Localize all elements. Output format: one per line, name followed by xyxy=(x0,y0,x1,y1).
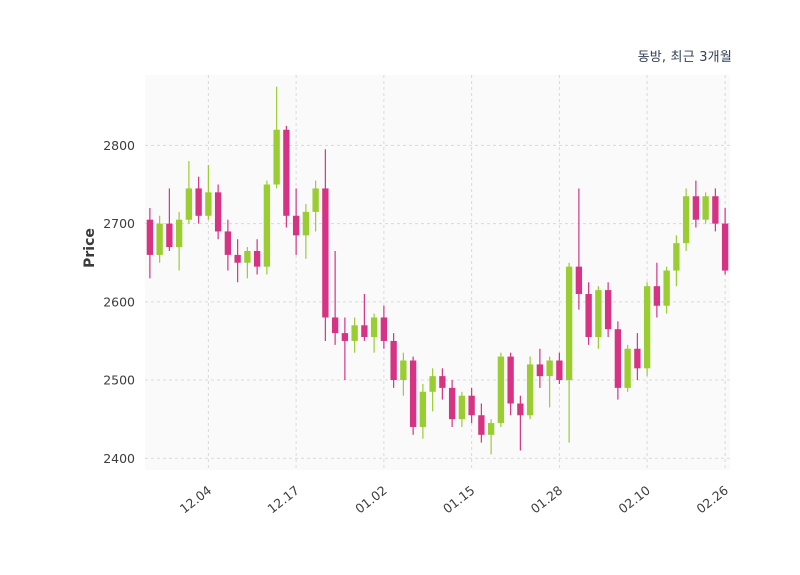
candle-body xyxy=(565,266,573,381)
candle-body xyxy=(244,250,251,263)
candle-body xyxy=(663,270,670,306)
candle-body xyxy=(253,250,261,267)
candle-body xyxy=(302,211,310,236)
y-tick-label: 2500 xyxy=(103,373,135,388)
candle-body xyxy=(721,223,729,271)
candle-body xyxy=(634,348,641,369)
candle-body xyxy=(380,317,388,341)
candle-body xyxy=(702,196,709,220)
candle-body xyxy=(195,188,202,216)
candle-body xyxy=(448,387,456,420)
candle-body xyxy=(507,356,514,404)
candle-body xyxy=(439,376,446,388)
candle-body xyxy=(682,196,690,244)
candle-body xyxy=(585,294,592,338)
candle-body xyxy=(624,348,631,388)
x-tick-label: 12.04 xyxy=(177,483,214,517)
candle-body xyxy=(214,192,222,232)
y-axis-label: Price xyxy=(82,228,98,268)
candle-body xyxy=(468,395,475,416)
candle-body xyxy=(331,317,339,334)
chart-title: 동방, 최근 3개월 xyxy=(637,50,732,65)
candle-body xyxy=(458,395,466,420)
candle-body xyxy=(234,254,241,263)
y-tick-label: 2800 xyxy=(103,138,135,153)
candle-body xyxy=(575,266,583,295)
candle-body xyxy=(312,188,319,212)
candle-body xyxy=(643,286,651,369)
candle-body xyxy=(526,364,534,416)
candle-body xyxy=(370,317,378,338)
candle-body xyxy=(546,360,553,377)
candle-body xyxy=(517,403,524,416)
x-tick-label: 12.17 xyxy=(265,483,302,517)
candle-body xyxy=(614,329,622,388)
x-tick-label: 02.10 xyxy=(616,483,653,517)
candle-body xyxy=(429,376,436,392)
y-tick-label: 2700 xyxy=(103,216,135,231)
candle-body xyxy=(673,243,680,271)
y-tick-label: 2600 xyxy=(103,294,135,309)
candle-body xyxy=(497,356,505,424)
candle-body xyxy=(692,196,700,220)
candle-body xyxy=(604,290,612,330)
candle-body xyxy=(263,184,271,267)
candle-body xyxy=(341,333,349,341)
candle-body xyxy=(653,286,661,306)
x-tick-label: 01.02 xyxy=(352,483,389,517)
plot-area xyxy=(145,75,730,470)
candle-body xyxy=(292,215,300,236)
candle-body xyxy=(536,364,544,377)
x-tick-label: 01.15 xyxy=(440,483,477,517)
candle-body xyxy=(146,219,154,255)
x-tick-label: 02.26 xyxy=(694,483,731,517)
candle-body xyxy=(156,223,163,255)
candle-body xyxy=(400,360,407,381)
candle-body xyxy=(166,223,173,248)
candle-body xyxy=(175,219,183,248)
candle-body xyxy=(478,415,485,435)
candle-body xyxy=(224,231,232,255)
candle-body xyxy=(322,188,329,318)
candle-body xyxy=(595,290,602,338)
candle-body xyxy=(351,325,358,341)
candle-body xyxy=(556,360,563,381)
candle-body xyxy=(487,423,495,435)
x-tick-label: 01.28 xyxy=(528,483,565,517)
candle-body xyxy=(390,340,397,381)
candle-body xyxy=(361,325,368,338)
candle-body xyxy=(205,192,212,216)
candle-body xyxy=(409,360,417,427)
candle-body xyxy=(419,391,427,427)
candle-body xyxy=(712,196,719,224)
candle-body xyxy=(185,188,193,220)
y-tick-label: 2400 xyxy=(103,451,135,466)
candle-body xyxy=(273,129,280,185)
candle-body xyxy=(283,129,290,216)
